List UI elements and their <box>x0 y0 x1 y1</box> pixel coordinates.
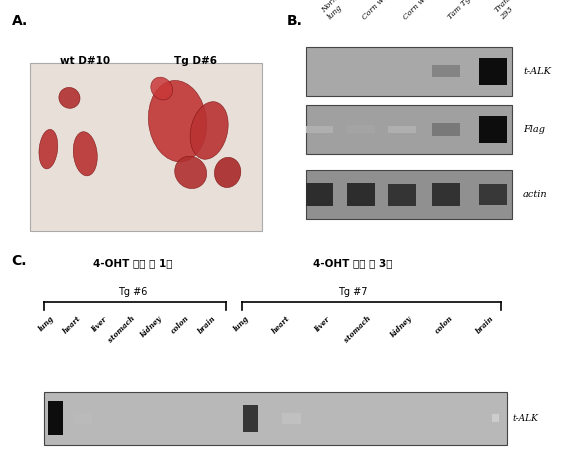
FancyBboxPatch shape <box>492 414 499 422</box>
Text: kidney: kidney <box>389 315 414 339</box>
Text: 4-OHT 투여 후 1주: 4-OHT 투여 후 1주 <box>93 258 172 268</box>
FancyBboxPatch shape <box>432 184 460 206</box>
FancyBboxPatch shape <box>306 183 333 206</box>
FancyBboxPatch shape <box>306 105 512 154</box>
FancyBboxPatch shape <box>388 184 416 206</box>
Text: lung: lung <box>37 315 56 333</box>
FancyBboxPatch shape <box>282 413 301 424</box>
Text: brain: brain <box>197 315 218 336</box>
FancyBboxPatch shape <box>347 183 375 206</box>
FancyBboxPatch shape <box>432 65 460 77</box>
FancyBboxPatch shape <box>388 126 416 133</box>
Text: stomach: stomach <box>343 315 373 344</box>
Text: Tg #6: Tg #6 <box>118 287 147 297</box>
Text: Corn wt #10: Corn wt #10 <box>361 0 402 21</box>
Ellipse shape <box>148 81 207 162</box>
Text: heart: heart <box>270 315 292 336</box>
FancyBboxPatch shape <box>306 47 512 96</box>
Text: lung: lung <box>232 315 251 333</box>
FancyBboxPatch shape <box>45 392 507 445</box>
Text: colon: colon <box>170 315 191 336</box>
Text: Normal
lung: Normal lung <box>320 0 352 21</box>
FancyBboxPatch shape <box>73 413 92 424</box>
FancyBboxPatch shape <box>479 116 507 143</box>
Ellipse shape <box>214 158 241 187</box>
FancyBboxPatch shape <box>306 126 333 133</box>
FancyBboxPatch shape <box>432 123 460 136</box>
FancyBboxPatch shape <box>479 58 507 84</box>
Text: Tg #7: Tg #7 <box>337 287 367 297</box>
Text: B.: B. <box>286 14 303 28</box>
Text: stomach: stomach <box>107 315 136 344</box>
Ellipse shape <box>190 102 228 159</box>
FancyBboxPatch shape <box>479 184 507 206</box>
FancyBboxPatch shape <box>48 401 63 435</box>
Ellipse shape <box>73 132 97 176</box>
Text: colon: colon <box>433 315 455 336</box>
FancyBboxPatch shape <box>243 404 258 432</box>
Text: liver: liver <box>314 315 332 333</box>
Text: Tg D#6: Tg D#6 <box>174 56 218 66</box>
Text: kidney: kidney <box>139 315 164 339</box>
Text: liver: liver <box>91 315 109 333</box>
Text: t-ALK: t-ALK <box>523 67 551 75</box>
Text: C.: C. <box>11 254 27 268</box>
Text: wt D#10: wt D#10 <box>60 56 111 66</box>
FancyBboxPatch shape <box>30 63 262 231</box>
FancyBboxPatch shape <box>347 125 375 133</box>
Text: heart: heart <box>61 315 83 336</box>
Ellipse shape <box>59 88 80 108</box>
FancyBboxPatch shape <box>306 170 512 219</box>
Ellipse shape <box>39 130 58 169</box>
Text: brain: brain <box>474 315 496 336</box>
Text: Flag: Flag <box>523 125 545 134</box>
Ellipse shape <box>175 156 207 189</box>
Text: t-ALK: t-ALK <box>512 414 538 423</box>
Ellipse shape <box>151 77 172 100</box>
Text: Corn wt #11: Corn wt #11 <box>402 0 443 21</box>
Text: actin: actin <box>523 190 548 199</box>
Text: Tam Tg #6: Tam Tg #6 <box>446 0 481 21</box>
Text: 4-OHT 투여 후 3주: 4-OHT 투여 후 3주 <box>313 258 393 268</box>
Text: A.: A. <box>11 14 28 28</box>
Text: Transfected
293: Transfected 293 <box>493 0 537 21</box>
